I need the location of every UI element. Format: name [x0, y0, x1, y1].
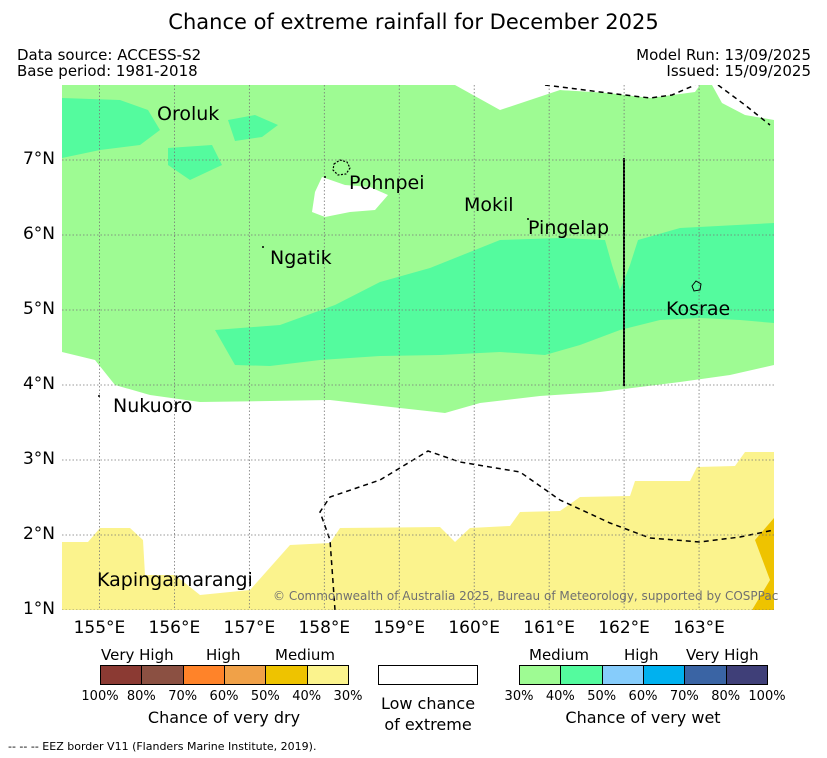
- data-source: Data source: ACCESS-S2: [17, 46, 202, 64]
- legend-percent-label: 80%: [126, 689, 156, 704]
- legend-percent-label: 100%: [748, 689, 786, 704]
- legend-color-swatch: [306, 665, 349, 685]
- legend-percent-label: 80%: [711, 689, 741, 704]
- legend-percent-label: 100%: [81, 689, 119, 704]
- eez-border-northeast: [717, 85, 771, 126]
- legend-low-chance-swatch: [378, 665, 478, 685]
- pohnpei-island: [332, 159, 351, 176]
- legend-percent-label: 40%: [292, 689, 322, 704]
- legend-color-swatch: [141, 665, 184, 685]
- legend-low-chance-line2: of extreme: [384, 715, 472, 734]
- label-ngatik: Ngatik: [270, 247, 332, 269]
- wet-40pct-small-2: [168, 145, 222, 180]
- lon-tick-label: 155°E: [73, 618, 126, 638]
- legend-percent-label: 30%: [504, 689, 534, 704]
- legend-dry-medium: Medium: [275, 646, 335, 664]
- lon-tick-label: 159°E: [373, 618, 426, 638]
- medium-dry-zone: [62, 452, 774, 610]
- legend-color-swatch: [643, 665, 686, 685]
- label-mokil: Mokil: [464, 194, 514, 216]
- copyright-notice: © Commonwealth of Australia 2025, Bureau…: [273, 589, 779, 603]
- lat-tick-label: 5°N: [22, 299, 55, 319]
- ngatik-atoll: [262, 246, 264, 248]
- wet-40pct-oroluk: [62, 98, 160, 158]
- legend-percent-label: 70%: [669, 689, 699, 704]
- label-pingelap: Pingelap: [528, 217, 610, 239]
- eez-border-north: [544, 85, 696, 99]
- issued-date: Issued: 15/09/2025: [666, 62, 811, 80]
- label-pohnpei: Pohnpei: [349, 172, 425, 194]
- eez-border-note: -- -- -- EEZ border V11 (Flanders Marine…: [8, 740, 317, 753]
- label-nukuoro: Nukuoro: [113, 395, 193, 417]
- legend-wet-very-high: Very High: [686, 646, 759, 664]
- legend-color-swatch: [601, 665, 644, 685]
- legend-color-swatch: [224, 665, 267, 685]
- low-chance-patch-north: [545, 85, 700, 98]
- lon-tick-label: 157°E: [223, 618, 276, 638]
- legend-color-swatch: [265, 665, 308, 685]
- lat-tick-label: 7°N: [22, 149, 55, 169]
- lon-tick-label: 160°E: [448, 618, 501, 638]
- legend-wet-caption: Chance of very wet: [565, 708, 721, 727]
- eez-border-south: [319, 450, 774, 610]
- legend-dry-high: High: [206, 646, 241, 664]
- low-chance-patch-northeast: [712, 85, 774, 120]
- label-kapingamarangi: Kapingamarangi: [97, 569, 253, 591]
- label-oroluk: Oroluk: [157, 103, 220, 125]
- legend-low-chance-line1: Low chance: [380, 694, 476, 713]
- dry-40pct-corner: [752, 518, 774, 610]
- kosrae-island: [691, 280, 702, 292]
- legend-wet-high: High: [624, 646, 659, 664]
- mokil-atoll: [527, 218, 529, 220]
- legend-wet-medium: Medium: [529, 646, 589, 664]
- low-chance-patch-pohnpei: [312, 177, 388, 217]
- legend-percent-label: 70%: [168, 689, 198, 704]
- lon-tick-label: 161°E: [523, 618, 575, 638]
- wet-40pct-central: [215, 223, 774, 366]
- lon-tick-label: 158°E: [298, 618, 351, 638]
- legend-percent-label: 60%: [209, 689, 239, 704]
- legend-color-swatch: [100, 665, 143, 685]
- lat-tick-label: 6°N: [22, 224, 55, 244]
- lat-tick-label: 4°N: [22, 374, 55, 394]
- gridlines: [62, 85, 774, 610]
- legend-color-swatch: [684, 665, 727, 685]
- legend-color-swatch: [725, 665, 768, 685]
- pohnpei-reef: [324, 176, 326, 178]
- lon-tick-label: 162°E: [598, 618, 650, 638]
- base-period: Base period: 1981-2018: [17, 62, 198, 80]
- lat-tick-label: 3°N: [22, 449, 55, 469]
- legend-dry-very-high: Very High: [101, 646, 174, 664]
- legend-color-swatch: [560, 665, 603, 685]
- legend-color-swatch: [519, 665, 562, 685]
- legend-color-swatch: [182, 665, 225, 685]
- lon-tick-label: 156°E: [148, 618, 201, 638]
- wet-40pct-small-1: [228, 115, 278, 141]
- map-title: Chance of extreme rainfall for December …: [168, 10, 659, 34]
- legend-percent-label: 50%: [250, 689, 280, 704]
- lat-tick-label: 2°N: [22, 524, 55, 544]
- nukuoro-atoll: [98, 395, 100, 397]
- model-run: Model Run: 13/09/2025: [636, 46, 811, 64]
- legend-percent-label: 40%: [545, 689, 575, 704]
- legend-percent-label: 60%: [628, 689, 658, 704]
- lon-tick-label: 163°E: [673, 618, 725, 638]
- legend-percent-label: 50%: [587, 689, 617, 704]
- lat-tick-label: 1°N: [22, 599, 55, 619]
- label-kosrae: Kosrae: [666, 298, 731, 320]
- legend-percent-label: 30%: [333, 689, 363, 704]
- legend-dry-caption: Chance of very dry: [147, 708, 301, 727]
